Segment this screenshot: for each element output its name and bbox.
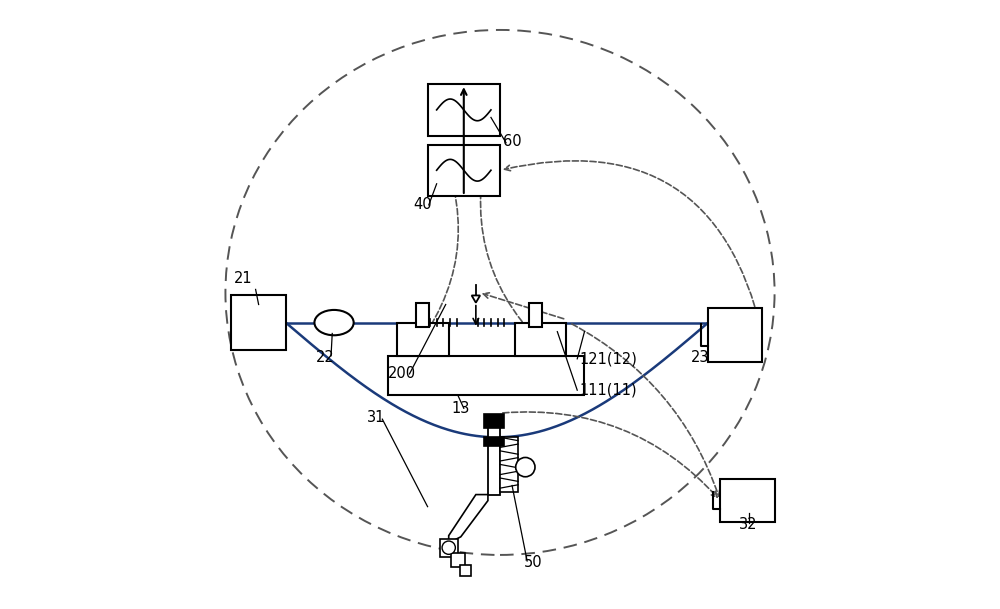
Text: 111(11): 111(11)	[580, 382, 637, 398]
Bar	[529, 303, 542, 328]
Bar	[428, 84, 500, 136]
Ellipse shape	[442, 541, 455, 554]
Text: 60: 60	[503, 135, 521, 149]
Bar	[388, 356, 584, 395]
Bar	[484, 414, 504, 428]
Bar	[231, 295, 286, 350]
Bar	[708, 308, 762, 362]
Text: 40: 40	[413, 197, 432, 212]
Bar	[720, 479, 775, 522]
Text: 22: 22	[316, 350, 334, 365]
Text: 200: 200	[388, 366, 416, 381]
Bar	[484, 437, 504, 446]
Polygon shape	[472, 295, 480, 303]
Bar	[488, 425, 500, 495]
Bar	[428, 144, 500, 196]
Text: 31: 31	[367, 410, 385, 425]
Bar	[440, 538, 458, 557]
Bar	[515, 323, 566, 356]
Text: 23: 23	[691, 350, 710, 365]
Text: 21: 21	[234, 272, 253, 286]
Text: 121(12): 121(12)	[580, 351, 638, 366]
Bar	[500, 437, 518, 491]
Circle shape	[516, 457, 535, 477]
Ellipse shape	[314, 310, 354, 336]
Bar	[416, 303, 429, 328]
Text: 50: 50	[524, 555, 543, 570]
Bar	[460, 565, 471, 576]
Bar	[451, 552, 465, 567]
Text: 13: 13	[452, 401, 470, 416]
Polygon shape	[449, 495, 488, 543]
Text: 32: 32	[739, 517, 758, 532]
Bar	[397, 323, 449, 356]
